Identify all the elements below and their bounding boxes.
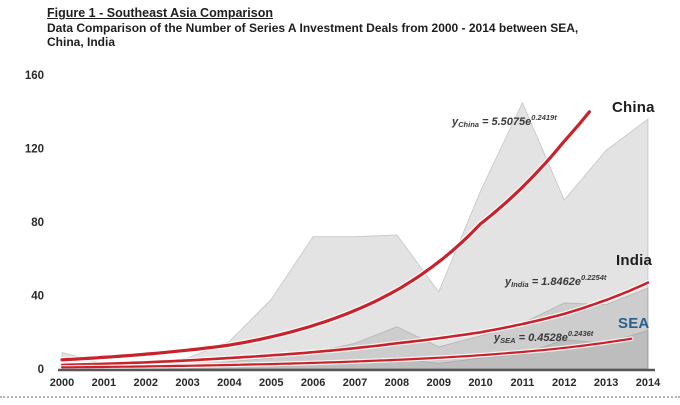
india-trend-equation: yIndia = 1.8462e0.2254t xyxy=(505,273,606,289)
x-tick-label: 2006 xyxy=(301,377,325,389)
x-tick-label: 2003 xyxy=(175,377,199,389)
x-tick-label: 2007 xyxy=(343,377,367,389)
y-tick-label: 160 xyxy=(25,70,44,82)
x-tick-label: 2004 xyxy=(217,377,242,389)
x-tick-label: 2002 xyxy=(133,377,157,389)
china-eq-base: e xyxy=(525,116,532,128)
x-tick-label: 2001 xyxy=(92,377,116,389)
figure-subtitle-line1: Data Comparison of the Number of Series … xyxy=(47,21,579,35)
india-eq-lhs: y xyxy=(505,276,512,288)
china-eq-lhs: y xyxy=(452,116,459,128)
india-eq-sub: India xyxy=(511,280,529,289)
india-eq-sup: 0.2254t xyxy=(580,273,607,282)
y-tick-label: 120 xyxy=(25,144,44,156)
china-trendline xyxy=(60,110,591,362)
sea-trendline xyxy=(60,337,633,369)
x-tick-label: 2014 xyxy=(636,377,661,389)
x-tick-label: 2013 xyxy=(594,377,618,389)
sea-trend-equation: ySEA = 0.4528e0.2436t xyxy=(494,329,593,345)
x-tick-label: 2012 xyxy=(552,377,576,389)
china-series-label: China xyxy=(612,99,655,116)
china-eq-sub: China xyxy=(458,120,479,129)
y-tick-label: 80 xyxy=(31,217,44,229)
sea-eq-mid: = 0.4528 xyxy=(515,332,562,344)
y-tick-label: 0 xyxy=(38,364,44,376)
x-tick-label: 2009 xyxy=(426,377,450,389)
x-tick-label: 2010 xyxy=(468,377,492,389)
figure-header: Figure 1 - Southeast Asia Comparison Dat… xyxy=(47,6,578,49)
china-eq-sup: 0.2419t xyxy=(531,113,557,122)
sea-eq-base: e xyxy=(561,332,568,344)
china-eq-mid: = 5.5075 xyxy=(478,116,526,128)
figure-subtitle-line2: China, India xyxy=(47,35,116,49)
sea-eq-sup: 0.2436t xyxy=(567,329,594,338)
figure-title: Figure 1 - Southeast Asia Comparison xyxy=(47,6,273,20)
sea-series-label: SEA xyxy=(618,315,650,332)
x-tick-label: 2011 xyxy=(510,377,534,389)
sea-eq-lhs: y xyxy=(494,332,501,344)
india-series-label: India xyxy=(616,252,653,269)
india-eq-mid: = 1.8462 xyxy=(528,276,575,288)
china-trend-equation: yChina = 5.5075e0.2419t xyxy=(452,113,557,129)
india-trendline xyxy=(60,281,650,367)
x-tick-label: 2008 xyxy=(385,377,409,389)
x-tick-label: 2000 xyxy=(50,377,74,389)
india-eq-base: e xyxy=(574,276,581,288)
x-tick-label: 2005 xyxy=(259,377,283,389)
bottom-separator xyxy=(0,396,680,398)
sea-eq-sub: SEA xyxy=(500,336,516,345)
y-tick-label: 40 xyxy=(31,291,44,303)
